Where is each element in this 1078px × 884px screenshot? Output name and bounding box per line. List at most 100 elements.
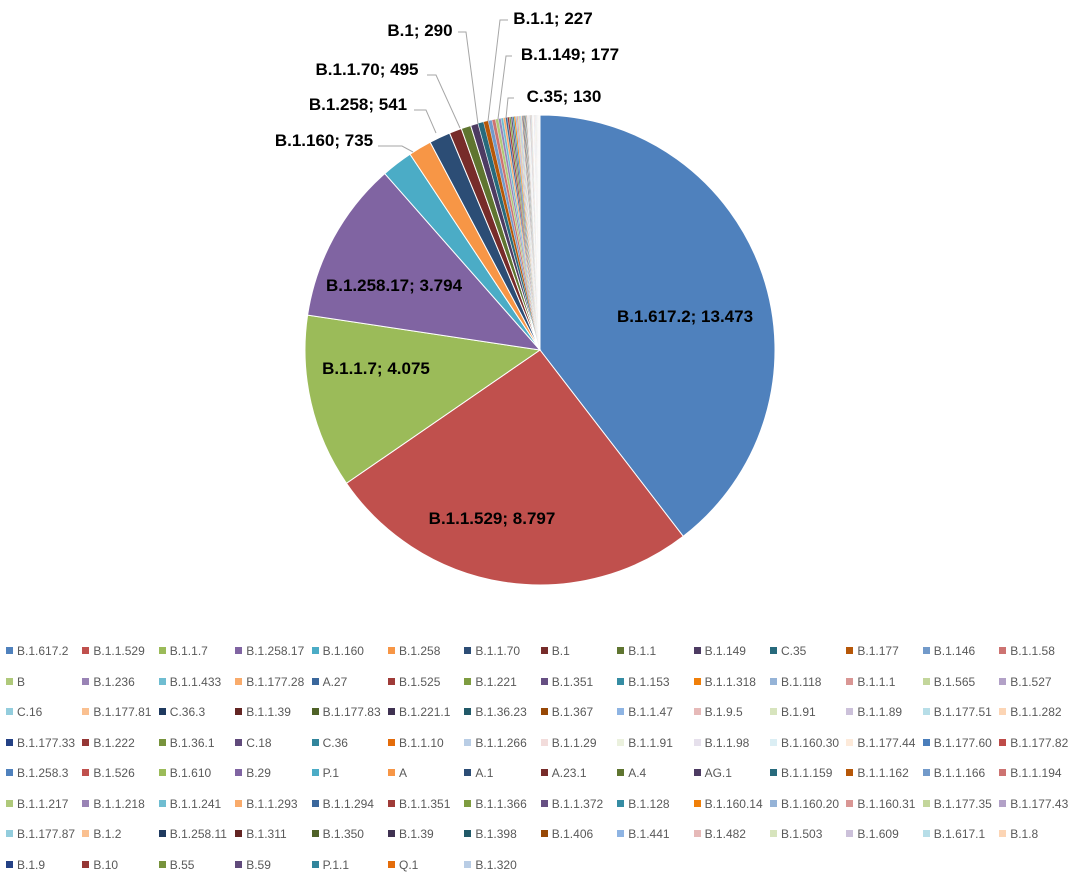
legend-swatch [6,647,13,654]
legend-swatch [6,769,13,776]
legend-swatch [312,708,319,715]
legend-swatch [846,769,853,776]
legend-swatch [617,708,624,715]
legend-label: B.1.527 [1010,675,1051,689]
legend-swatch [846,830,853,837]
leader-line-c-35 [506,98,514,118]
legend-label: B.1.320 [475,858,516,872]
legend-item-b-1-1-39: B.1.1.39 [235,705,291,719]
legend-item-b-1-1-194: B.1.1.194 [999,766,1061,780]
legend-item-b-1-160-20: B.1.160.20 [770,797,839,811]
legend-item-b-1-398: B.1.398 [464,827,516,841]
legend-swatch [541,739,548,746]
legend-swatch [923,739,930,746]
legend-label: B.1.398 [475,827,516,841]
legend-swatch [312,800,319,807]
legend-swatch [388,830,395,837]
legend-label: B.1.1.29 [552,736,597,750]
legend-label: B.1.1.282 [1010,705,1061,719]
legend-swatch [694,800,701,807]
legend-item-b-1-351: B.1.351 [541,675,593,689]
legend-item-ag-1: AG.1 [694,766,732,780]
legend-swatch [923,678,930,685]
leader-line-b-1-1-70 [427,75,460,128]
legend-label: B.1.1.266 [475,736,526,750]
legend-label: B.1.1.293 [246,797,297,811]
legend-label: B.1.1.89 [857,705,902,719]
legend-label: B.1.1.98 [705,736,750,750]
legend-swatch [82,708,89,715]
legend-swatch [694,647,701,654]
legend-label: B.1.525 [399,675,440,689]
legend-item-b-1-177-83: B.1.177.83 [312,705,381,719]
legend-swatch [770,739,777,746]
legend-item-b-1-36-23: B.1.36.23 [464,705,526,719]
legend-label: B.1.1.433 [170,675,221,689]
data-label-b-1-1-529: B.1.1.529; 8.797 [429,509,556,528]
legend-swatch [541,678,548,685]
legend-item-a-27: A.27 [312,675,348,689]
legend-swatch [770,678,777,685]
legend-swatch [235,800,242,807]
legend-swatch [312,830,319,837]
legend-item-b-1-258-3: B.1.258.3 [6,766,68,780]
data-label-b-1-149: B.1.149; 177 [521,45,619,64]
legend-label: B.1.1.529 [93,644,144,658]
data-label-b-1-617-2: B.1.617.2; 13.473 [617,307,753,326]
legend-label: B.1.160.20 [781,797,839,811]
legend-swatch [999,830,1006,837]
legend-label: B.1.177.28 [246,675,304,689]
legend-item-a-23-1: A.23.1 [541,766,587,780]
legend-label: B.1.1.372 [552,797,603,811]
legend-item-b-1-236: B.1.236 [82,675,134,689]
legend-swatch [82,678,89,685]
legend-item-b-1-118: B.1.118 [770,675,821,689]
legend-label: B.1.1.194 [1010,766,1061,780]
legend-item-p-1: P.1 [312,766,339,780]
legend-swatch [312,739,319,746]
legend-item-b-1-9: B.1.9 [6,858,45,872]
legend-item-b-1-526: B.1.526 [82,766,134,780]
legend-item-b-1-9-5: B.1.9.5 [694,705,743,719]
legend-label: B.1.258.17 [246,644,304,658]
legend-swatch [923,769,930,776]
legend-label: B.1.222 [93,736,134,750]
legend-item-b-1-617-1: B.1.617.1 [923,827,985,841]
legend-label: B.1.610 [170,766,211,780]
legend-label: B.1.177.87 [17,827,75,841]
legend-swatch [694,708,701,715]
legend-label: B.1 [552,644,570,658]
legend-swatch [770,647,777,654]
legend-item-b-1-160-14: B.1.160.14 [694,797,763,811]
legend-label: B.29 [246,766,271,780]
legend-item-b-1-1-433: B.1.1.433 [159,675,221,689]
legend-item-b-1-1-218: B.1.1.218 [82,797,144,811]
legend-item-b-1-177-35: B.1.177.35 [923,797,992,811]
legend-item-b-1-503: B.1.503 [770,827,822,841]
legend-item-b-1-1-91: B.1.1.91 [617,736,673,750]
legend-label: B.1.160.31 [857,797,915,811]
legend-item-b-1-177-44: B.1.177.44 [846,736,915,750]
legend-label: B.1.565 [934,675,975,689]
legend-item-b-1-1-351: B.1.1.351 [388,797,450,811]
legend-item-b-1-1-70: B.1.1.70 [464,644,520,658]
legend-item-b-1-153: B.1.153 [617,675,669,689]
legend-label: B.1.1.351 [399,797,450,811]
legend-label: B.1.146 [934,644,975,658]
legend-label: B.55 [170,858,195,872]
legend-label: B.1.1.217 [17,797,68,811]
legend-item-b-1-311: B.1.311 [235,827,286,841]
legend-item-b-1-441: B.1.441 [617,827,669,841]
leader-line-b-1-1 [488,20,508,121]
legend-label: B.1.1.1 [857,675,895,689]
legend-swatch [999,739,1006,746]
legend-item-b-1-177-51: B.1.177.51 [923,705,992,719]
legend-swatch [999,800,1006,807]
legend-item-b-1-2: B.1.2 [82,827,121,841]
legend-label: B.10 [93,858,118,872]
data-label-c-35: C.35; 130 [527,87,602,106]
legend-swatch [770,830,777,837]
